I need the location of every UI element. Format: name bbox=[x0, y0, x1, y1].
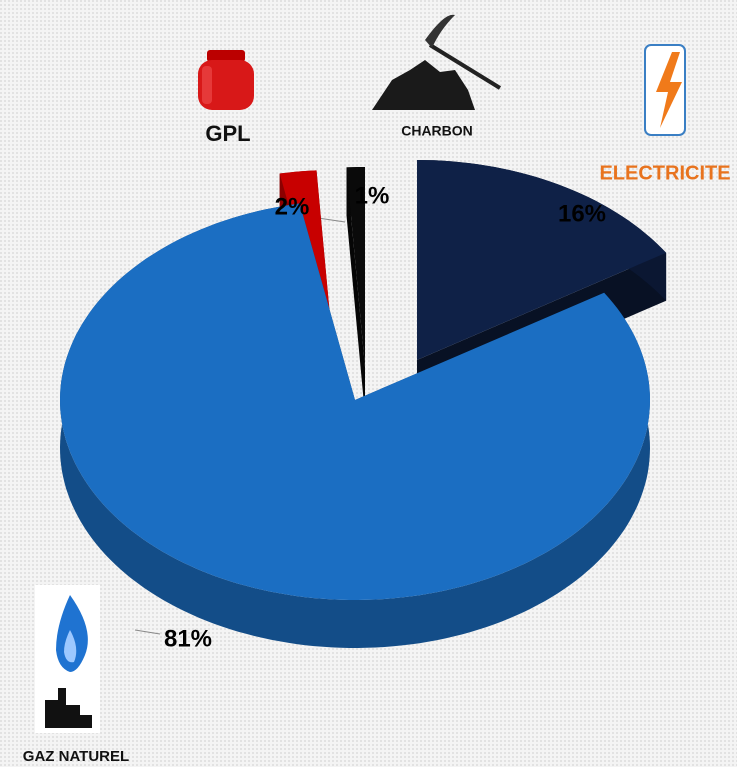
leader-line bbox=[134, 629, 161, 635]
leader-line bbox=[317, 217, 346, 223]
slice bbox=[417, 160, 667, 360]
value-label: 81% bbox=[164, 625, 212, 652]
gaz-icon bbox=[35, 585, 100, 733]
category-label: GAZ NATUREL bbox=[23, 748, 129, 765]
electricite-icon bbox=[644, 44, 686, 136]
pie bbox=[60, 160, 667, 648]
value-label: 2% bbox=[275, 193, 310, 220]
slice bbox=[60, 203, 650, 600]
value-label: 16% bbox=[558, 200, 606, 227]
slice bbox=[346, 167, 365, 367]
value-label: 1% bbox=[355, 182, 390, 209]
category-label: CHARBON bbox=[401, 123, 473, 139]
slice-wall bbox=[346, 167, 365, 415]
charbon-icon bbox=[372, 14, 502, 110]
gpl-icon bbox=[198, 50, 254, 110]
category-label: ELECTRICITE bbox=[599, 162, 730, 184]
category-label: GPL bbox=[205, 121, 250, 146]
